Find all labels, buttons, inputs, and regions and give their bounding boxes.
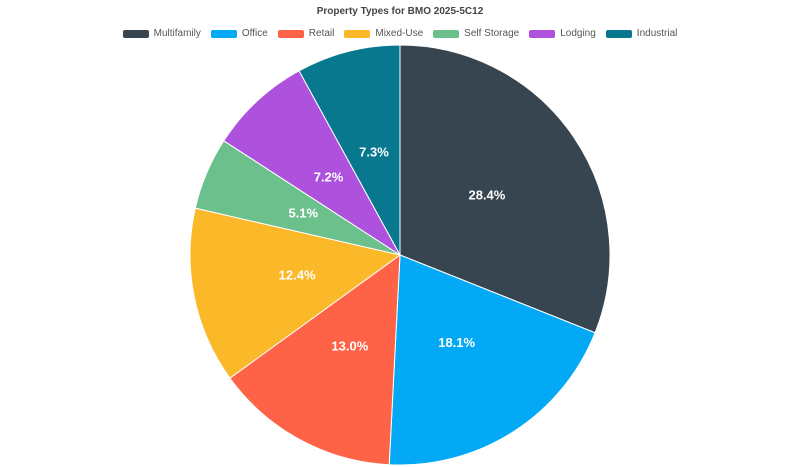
legend-item[interactable]: Industrial: [605, 28, 678, 39]
legend-label: Retail: [308, 28, 335, 39]
legend-item[interactable]: Mixed-Use: [344, 28, 423, 39]
slice-data-label: 5.1%: [288, 206, 318, 221]
slice-data-label: 18.1%: [438, 335, 475, 350]
legend-label: Industrial: [636, 28, 678, 39]
slice-data-label: 13.0%: [331, 339, 368, 354]
legend-label: Office: [241, 28, 268, 39]
legend-label: Lodging: [560, 28, 596, 39]
legend-item[interactable]: Self Storage: [433, 28, 519, 39]
legend-swatch: [277, 29, 304, 38]
legend-label: Multifamily: [153, 28, 201, 39]
pie-slice-industrial[interactable]: [298, 44, 401, 256]
slice-data-label: 7.3%: [359, 145, 389, 160]
slice-data-label: 7.2%: [314, 170, 344, 185]
pie-slice-retail[interactable]: [229, 253, 401, 466]
legend-swatch: [122, 29, 149, 38]
legend-item[interactable]: Retail: [277, 28, 335, 39]
legend-swatch: [529, 29, 556, 38]
slice-data-label: 28.4%: [468, 188, 505, 203]
legend-item[interactable]: Multifamily: [122, 28, 201, 39]
legend-item[interactable]: Lodging: [529, 28, 596, 39]
slice-data-label: 12.4%: [279, 267, 316, 282]
legend-swatch: [210, 29, 237, 38]
legend-swatch: [605, 29, 632, 38]
legend: Multifamily Office Retail Mixed-Use Self Sto…: [0, 28, 800, 39]
legend-swatch: [433, 29, 460, 38]
chart-title: Property Types for BMO 2025-5C12: [316, 6, 484, 17]
legend-item[interactable]: Office: [210, 28, 268, 39]
pie-slice-lodging[interactable]: [223, 70, 401, 256]
pie-slice-office[interactable]: [388, 254, 596, 466]
legend-label: Self Storage: [464, 28, 520, 39]
legend-label: Mixed-Use: [375, 28, 424, 39]
legend-swatch: [344, 29, 371, 38]
pie-slice-multifamily[interactable]: [399, 44, 611, 334]
pie-slice-mixed-use[interactable]: [189, 207, 402, 379]
